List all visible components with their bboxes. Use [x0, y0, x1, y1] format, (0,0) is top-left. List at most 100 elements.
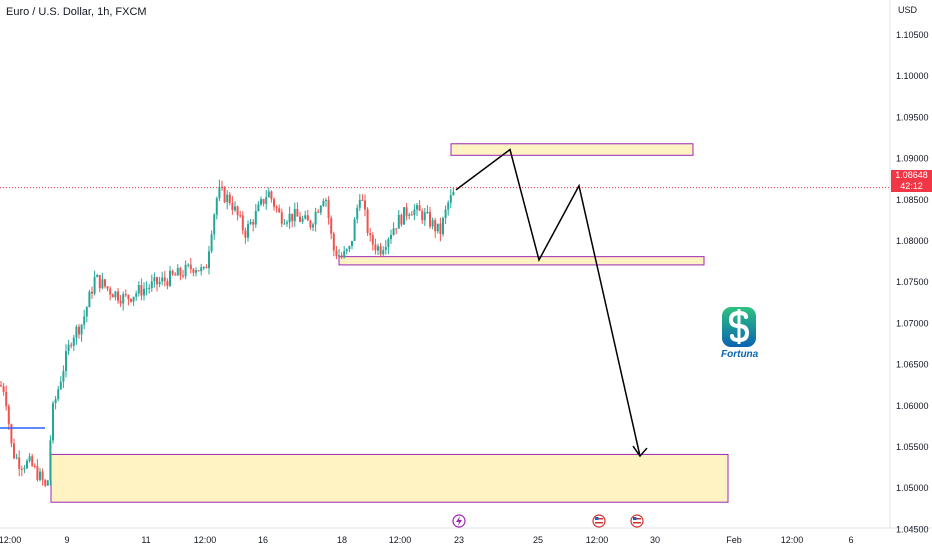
time-tick-label: 12:00 — [781, 535, 804, 545]
candle-body — [93, 277, 96, 294]
candle-body — [31, 456, 34, 466]
candle-body — [228, 194, 231, 203]
candle-body — [348, 246, 351, 250]
us-flag-stripe — [595, 518, 603, 520]
candle-body — [213, 214, 216, 235]
candle-body — [2, 386, 5, 392]
candle-body — [41, 471, 44, 480]
candle-body — [166, 281, 169, 286]
last-price-tag: 1.08648 42:12 — [891, 170, 932, 192]
candle-body — [85, 307, 88, 317]
candle-body — [36, 466, 39, 480]
time-tick-label: 12:00 — [389, 535, 412, 545]
candle-body — [322, 200, 325, 207]
candle-body — [88, 291, 91, 308]
candle-body — [106, 286, 109, 289]
last-price-value: 1.08648 — [895, 170, 928, 180]
candle-body — [254, 210, 257, 225]
candle-body — [423, 212, 426, 221]
price-tick-label: 1.06000 — [896, 401, 929, 411]
candle-body — [236, 206, 239, 216]
candle-body — [161, 277, 164, 282]
price-tick-label: 1.08000 — [896, 236, 929, 246]
candle-body — [319, 206, 322, 213]
candle-body — [439, 223, 442, 235]
candle-body — [434, 220, 437, 232]
candle-body — [384, 247, 387, 251]
candle-body — [390, 234, 392, 240]
candle-body — [148, 287, 151, 289]
candle-body — [366, 209, 369, 234]
lines-layer — [0, 148, 890, 458]
candle-body — [317, 211, 320, 213]
candle-body — [353, 219, 356, 241]
candle-body — [20, 468, 23, 470]
candle-body — [429, 211, 431, 227]
event-icons — [452, 514, 644, 528]
price-tick-label: 1.05000 — [896, 483, 929, 493]
candle-body — [187, 264, 190, 266]
candle-body — [117, 291, 119, 301]
us-flag-stripe — [595, 522, 603, 524]
candle-body — [309, 220, 312, 228]
candle-body — [304, 215, 307, 219]
candle-body — [205, 267, 208, 269]
candle-body — [247, 224, 249, 238]
price-tick-label: 1.07000 — [896, 318, 929, 328]
price-tick-label: 1.04500 — [896, 524, 929, 534]
candle-body — [426, 211, 429, 213]
candle-body — [382, 250, 385, 255]
candle-body — [197, 270, 200, 272]
candle-body — [325, 200, 327, 202]
candle-body — [23, 468, 26, 470]
candle-body — [91, 291, 93, 294]
time-tick-label: Feb — [726, 535, 742, 545]
us-flag-stripe — [633, 518, 641, 520]
candle-body — [356, 207, 359, 220]
candle-body — [140, 285, 143, 296]
candle-body — [223, 187, 226, 203]
candle-body — [244, 230, 247, 238]
candles-layer — [0, 179, 455, 488]
candle-body — [249, 221, 252, 225]
candle-body — [231, 202, 234, 211]
candle-body — [403, 207, 405, 225]
candle-body — [351, 240, 353, 247]
candle-body — [49, 440, 52, 481]
logo-text: Fortuna — [721, 349, 759, 360]
candle-body — [210, 234, 213, 252]
candle-body — [109, 288, 112, 295]
candle-body — [260, 199, 262, 205]
candle-body — [270, 191, 273, 200]
candle-body — [218, 186, 221, 199]
candle-body — [267, 191, 270, 198]
candle-body — [15, 457, 18, 459]
candle-body — [182, 275, 184, 277]
candle-body — [189, 264, 192, 270]
candle-body — [176, 268, 179, 276]
candle-body — [299, 216, 301, 222]
candle-body — [83, 316, 86, 325]
candle-body — [158, 281, 161, 285]
candle-body — [156, 277, 158, 285]
candle-body — [301, 218, 304, 222]
candle-body — [119, 300, 122, 304]
time-tick-label: 12:00 — [0, 535, 21, 545]
candle-body — [262, 199, 265, 204]
candle-body — [208, 251, 210, 269]
candle-body — [413, 209, 416, 216]
candle-body — [273, 199, 275, 207]
candle-body — [96, 274, 99, 278]
candle-body — [405, 207, 408, 216]
candle-body — [137, 285, 140, 294]
candle-body — [312, 224, 314, 228]
candle-body — [195, 270, 197, 273]
price-tick-label: 1.09500 — [896, 112, 929, 122]
time-tick-label: 11 — [141, 535, 150, 545]
candle-body — [452, 191, 455, 196]
candle-body — [241, 215, 244, 231]
currency-label: USD — [898, 5, 918, 15]
candle-body — [169, 270, 171, 286]
price-axis: 1.10500 1.10000 1.09500 1.09000 1.08500 1.080… — [896, 30, 929, 534]
